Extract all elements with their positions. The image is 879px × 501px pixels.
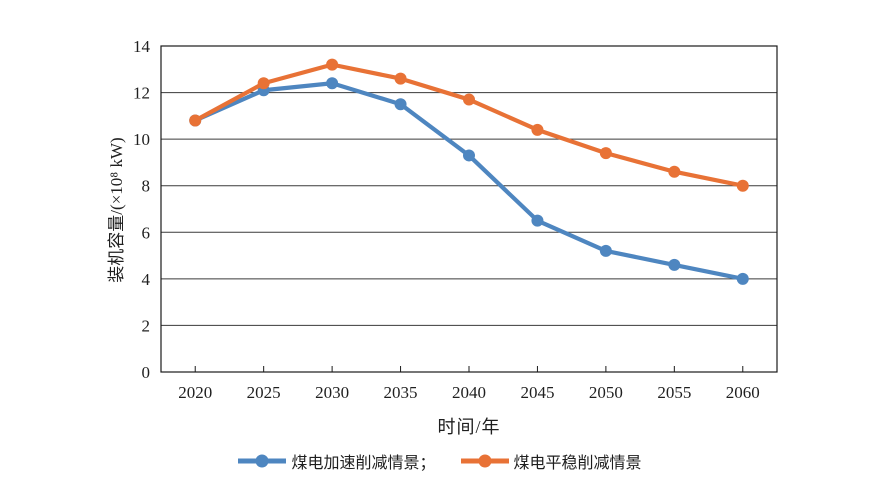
data-point-1-2035 xyxy=(394,72,407,85)
data-point-0-2030 xyxy=(326,77,339,90)
data-point-1-2045 xyxy=(531,123,544,136)
data-point-1-2055 xyxy=(668,165,681,178)
series-line-0 xyxy=(193,81,745,281)
x-tick-label: 2035 xyxy=(384,383,418,402)
legend-label-accelerated: 煤电加速削减情景； xyxy=(291,455,436,472)
data-point-1-2020 xyxy=(189,114,202,127)
data-point-0-2040 xyxy=(463,149,475,162)
data-point-0-2055 xyxy=(668,258,681,271)
data-point-1-2040 xyxy=(463,93,475,106)
legend-item-accelerated: 煤电加速削减情景； xyxy=(237,449,436,473)
data-point-0-2050 xyxy=(599,244,612,257)
y-tick-label: 0 xyxy=(142,363,151,382)
y-tick-label: 4 xyxy=(142,270,151,289)
y-tick-label: 10 xyxy=(133,130,150,149)
data-point-0-2060 xyxy=(736,272,749,285)
plot-area: 0 2 4 6 8 10 12 14 2020 2025 2030 2035 2040 2045 2050 2… xyxy=(133,37,778,402)
x-axis-title: 时间/年 xyxy=(437,417,501,437)
y-tick-label: 12 xyxy=(133,84,150,103)
series-line-1 xyxy=(193,62,745,188)
x-tick-label: 2060 xyxy=(726,383,760,402)
legend-item-steady: 煤电平稳削减情景 xyxy=(460,449,642,473)
x-tick-label: 2055 xyxy=(657,383,691,402)
x-tick-label: 2030 xyxy=(315,383,349,402)
legend: 煤电加速削减情景； 煤电平稳削减情景 xyxy=(0,449,879,473)
x-tick-label: 2045 xyxy=(520,383,554,402)
legend-dot-orange xyxy=(478,454,491,468)
data-point-1-2025 xyxy=(257,77,270,90)
y-axis-title: 装机容量/(×10⁸ kW) xyxy=(107,137,126,283)
legend-marker-blue-line-dot-icon xyxy=(238,454,287,468)
x-tick-label: 2050 xyxy=(589,383,623,402)
y-tick-label: 8 xyxy=(142,177,151,196)
x-tick-label: 2040 xyxy=(452,383,486,402)
y-tick-label: 6 xyxy=(142,223,151,242)
data-point-1-2060 xyxy=(736,179,749,192)
legend-label-steady: 煤电平稳削减情景 xyxy=(513,455,642,472)
y-tick-label: 14 xyxy=(133,37,151,56)
y-tick-label: 2 xyxy=(142,316,151,335)
data-point-0-2045 xyxy=(531,214,544,227)
x-tick-label: 2025 xyxy=(247,383,281,402)
legend-dot-blue xyxy=(255,454,269,468)
legend-marker-orange-line-dot-icon xyxy=(460,454,509,468)
x-tick-label: 2020 xyxy=(178,383,212,402)
data-point-1-2050 xyxy=(599,147,612,160)
data-point-1-2030 xyxy=(326,58,339,71)
data-point-0-2035 xyxy=(394,98,407,111)
